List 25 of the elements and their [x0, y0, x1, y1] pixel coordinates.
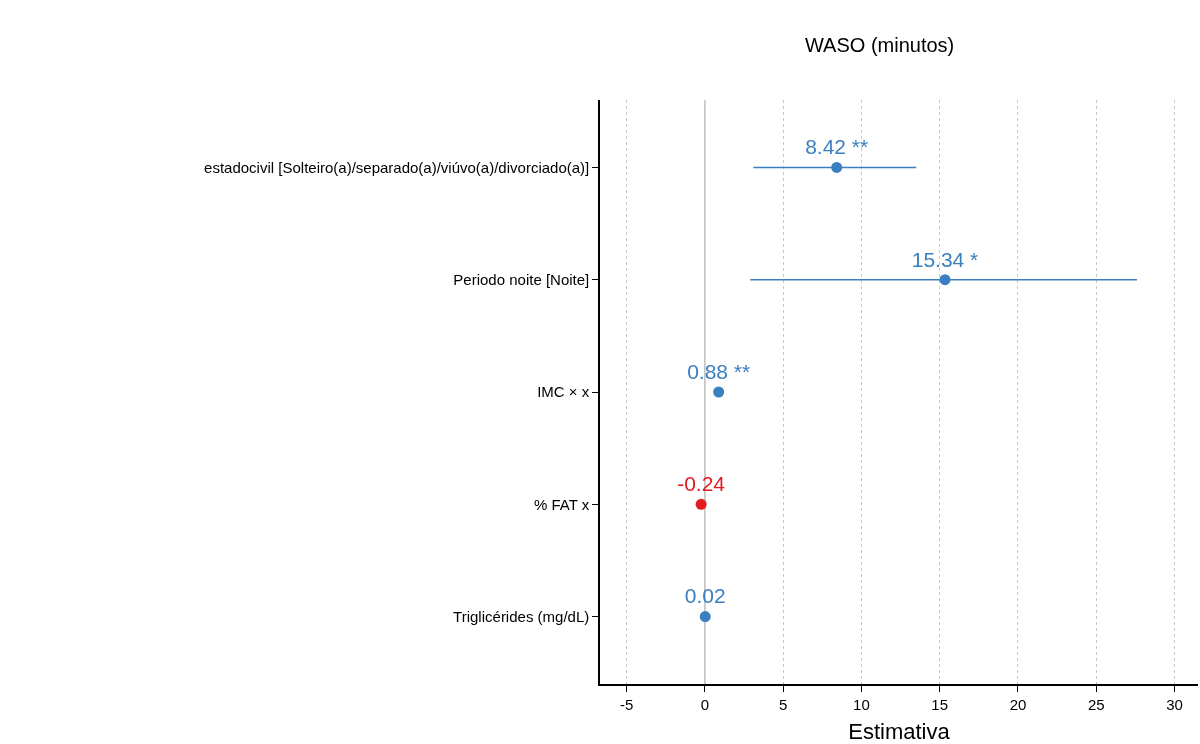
point	[713, 386, 725, 398]
data-label: -0.24	[677, 472, 726, 496]
x-tick-label: 30	[1166, 695, 1183, 713]
point	[695, 498, 707, 510]
y-tick-label: Periodo noite [Noite]	[453, 270, 590, 288]
x-tick-label: -5	[619, 695, 634, 713]
y-tick-label: estadocivil [Solteiro(a)/separado(a)/viúvo(a)/divorciado(a)]	[204, 158, 590, 176]
y-tick-label: % FAT x	[533, 495, 590, 513]
x-tick-label: 5	[778, 695, 788, 713]
x-tick-label: 20	[1009, 695, 1027, 713]
x-tick-label: 15	[931, 695, 949, 713]
point	[939, 274, 951, 286]
y-tick-label: IMC × x	[537, 383, 590, 401]
x-axis-title: Estimativa	[848, 719, 951, 744]
y-tick-label: Triglicérides (mg/dL)	[453, 607, 590, 625]
chart-title: WASO (minutos)	[804, 33, 955, 56]
x-tick-label: 0	[700, 695, 710, 713]
data-label: 8.42 **	[805, 135, 869, 159]
point	[831, 161, 843, 173]
x-tick-label: 10	[853, 695, 870, 713]
x-tick-label: 25	[1087, 695, 1105, 713]
data-label: 15.34 *	[911, 247, 979, 271]
point	[699, 611, 711, 623]
data-label: 0.02	[684, 584, 726, 608]
data-label: 0.88 **	[687, 359, 751, 383]
